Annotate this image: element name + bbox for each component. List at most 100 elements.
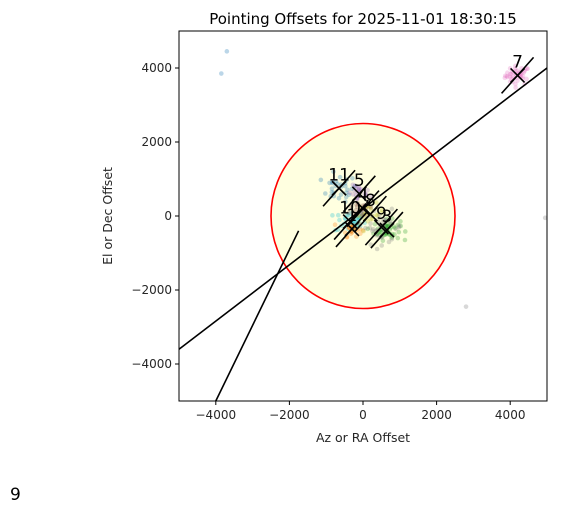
cluster-dash-8 — [353, 195, 387, 233]
cluster-label-1: 1 — [347, 206, 358, 226]
data-point-3 — [391, 224, 397, 229]
data-point-8 — [374, 212, 380, 218]
data-point-3 — [395, 222, 401, 228]
data-point-9 — [387, 219, 393, 224]
data-point-11 — [343, 199, 348, 204]
data-point-8 — [379, 210, 384, 215]
cluster-label-10: 10 — [339, 199, 361, 219]
cluster-dash-3 — [370, 211, 404, 249]
data-point-9 — [367, 225, 373, 231]
data-point-9 — [374, 246, 380, 252]
cluster-label-3: 3 — [382, 207, 393, 227]
data-point-5 — [356, 184, 362, 190]
data-point-3 — [389, 216, 395, 221]
data-point-9 — [397, 223, 402, 229]
x-tick-label: −2000 — [269, 408, 310, 422]
data-point-3 — [402, 237, 408, 243]
data-point-7 — [524, 76, 529, 82]
data-point-7 — [502, 73, 508, 79]
data-point-3 — [378, 229, 383, 235]
data-point-5 — [347, 190, 353, 196]
data-point-10 — [330, 213, 335, 218]
outlier-point — [224, 49, 230, 54]
data-point-5 — [362, 191, 367, 196]
y-axis: −4000 −2000 0 2000 4000 — [131, 61, 179, 371]
diagonal-line-2 — [215, 230, 300, 401]
data-point-4 — [368, 205, 374, 210]
data-point-9 — [380, 216, 386, 222]
data-point-5 — [365, 187, 370, 193]
data-point-7 — [513, 85, 518, 90]
data-point-3 — [380, 238, 386, 244]
data-point-3 — [396, 229, 402, 235]
data-point-8 — [361, 228, 366, 234]
data-point-7 — [504, 73, 510, 79]
data-point-7 — [502, 75, 508, 81]
data-point-11 — [337, 174, 343, 180]
data-point-3 — [392, 225, 398, 231]
data-point-1 — [360, 228, 366, 233]
data-point-8 — [368, 216, 373, 222]
data-point-11 — [345, 187, 350, 193]
data-point-10 — [348, 211, 354, 216]
data-point-11 — [336, 195, 342, 201]
data-point-7 — [512, 63, 518, 69]
cluster-dash-7 — [500, 56, 535, 94]
data-point-3 — [384, 223, 390, 229]
data-point-7 — [507, 71, 513, 77]
data-point-5 — [363, 193, 369, 198]
data-point-5 — [363, 191, 369, 197]
data-point-9 — [370, 226, 376, 232]
data-point-9 — [393, 226, 399, 232]
cluster-label-9: 9 — [376, 204, 387, 224]
x-tick-label: 2000 — [421, 408, 452, 422]
data-point-10 — [337, 217, 342, 223]
data-point-3 — [398, 223, 404, 229]
x-axis-label: Az or RA Offset — [316, 430, 410, 445]
data-point-3 — [403, 229, 408, 234]
data-point-7 — [515, 68, 520, 73]
outlier-point — [219, 71, 224, 76]
chart-title: Pointing Offsets for 2025-11-01 18:30:15 — [209, 10, 517, 28]
cluster-label-4: 4 — [358, 186, 369, 206]
cluster-dash-11 — [322, 169, 356, 207]
data-point-8 — [368, 207, 374, 212]
cluster-dash-4 — [346, 190, 380, 228]
data-point-9 — [379, 243, 385, 248]
data-point-9 — [389, 237, 395, 242]
data-point-11 — [331, 169, 336, 174]
data-point-1 — [332, 222, 338, 228]
cluster-label-7: 7 — [512, 52, 523, 72]
data-point-3 — [395, 235, 401, 241]
data-point-11 — [346, 192, 352, 198]
data-point-11 — [327, 180, 332, 186]
data-point-9 — [389, 206, 395, 212]
data-point-3 — [365, 226, 371, 232]
data-point-9 — [396, 224, 402, 230]
cluster-label-8: 8 — [365, 191, 376, 211]
data-point-4 — [346, 210, 351, 216]
data-point-4 — [349, 204, 354, 210]
data-point-5 — [352, 183, 358, 189]
data-point-10 — [345, 226, 351, 232]
cluster-dash-1 — [335, 210, 369, 248]
x-tick-label: 0 — [359, 408, 367, 422]
x-axis: −4000 −2000 0 2000 4000 — [196, 401, 525, 422]
data-point-10 — [335, 212, 341, 218]
data-point-7 — [505, 70, 510, 76]
data-point-1 — [358, 231, 363, 236]
cluster-dash-9 — [364, 208, 398, 246]
data-point-8 — [379, 207, 385, 213]
data-point-3 — [372, 221, 378, 227]
data-point-11 — [322, 191, 328, 196]
y-tick-label: 2000 — [141, 135, 172, 149]
data-point-4 — [367, 204, 373, 209]
data-point-8 — [373, 200, 379, 205]
data-point-4 — [354, 204, 360, 210]
data-point-9 — [370, 228, 375, 234]
data-point-11 — [350, 175, 355, 181]
data-point-7 — [512, 66, 518, 72]
data-point-11 — [338, 192, 344, 197]
data-point-10 — [346, 213, 351, 218]
